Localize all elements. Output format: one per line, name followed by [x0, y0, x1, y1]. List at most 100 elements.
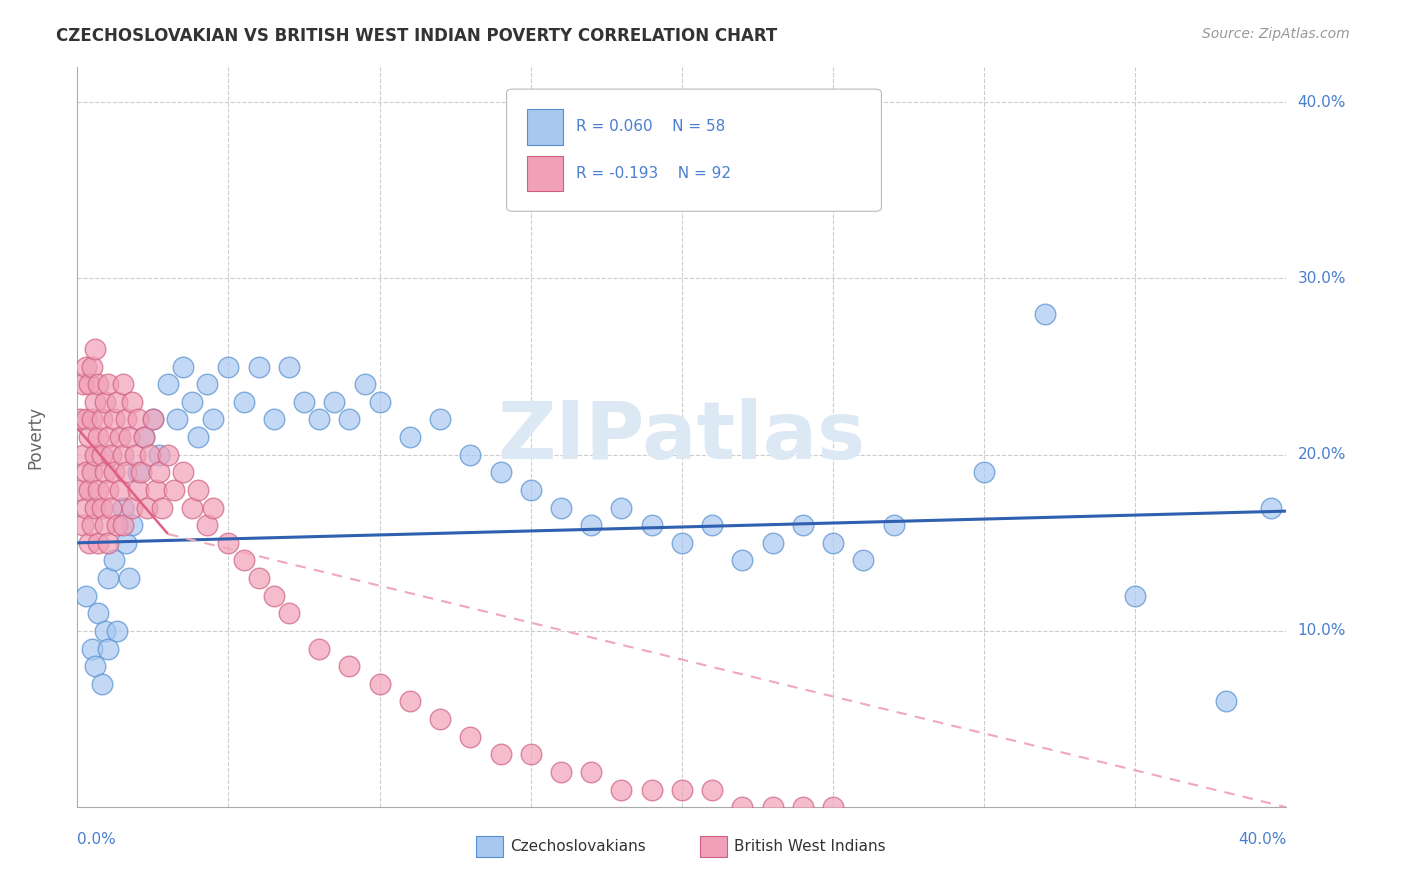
Point — [181, 500, 204, 515]
Point — [550, 500, 572, 515]
Point — [172, 466, 194, 480]
Point — [82, 412, 104, 426]
Point — [90, 500, 112, 515]
Point — [90, 412, 112, 426]
FancyBboxPatch shape — [527, 156, 564, 191]
Point — [103, 412, 125, 426]
Point — [93, 518, 115, 533]
Point — [96, 377, 118, 392]
Point — [129, 466, 152, 480]
Point — [195, 377, 218, 392]
Point — [641, 782, 664, 797]
Point — [100, 448, 122, 462]
Text: ZIPatlas: ZIPatlas — [498, 398, 866, 476]
Point — [821, 536, 844, 550]
Point — [103, 466, 125, 480]
Point — [702, 782, 724, 797]
Point — [127, 412, 149, 426]
Point — [96, 430, 118, 444]
Point — [337, 659, 360, 673]
Point — [84, 500, 107, 515]
Bar — [700, 836, 727, 857]
Point — [108, 483, 131, 497]
Point — [489, 466, 512, 480]
Point — [172, 359, 194, 374]
Point — [278, 359, 301, 374]
Point — [96, 641, 118, 656]
Point — [135, 500, 157, 515]
Text: Source: ZipAtlas.com: Source: ZipAtlas.com — [1202, 27, 1350, 41]
Point — [93, 466, 115, 480]
Point — [821, 800, 844, 814]
Point — [263, 412, 285, 426]
Point — [82, 359, 104, 374]
Point — [520, 483, 543, 497]
Point — [79, 536, 101, 550]
Point — [187, 483, 209, 497]
Point — [731, 553, 754, 567]
Point — [148, 466, 170, 480]
Point — [323, 394, 346, 409]
Point — [308, 412, 330, 426]
Point — [1033, 307, 1056, 321]
Point — [132, 430, 155, 444]
Point — [79, 483, 101, 497]
Point — [93, 394, 115, 409]
Point — [145, 483, 167, 497]
Point — [75, 500, 97, 515]
Text: CZECHOSLOVAKIAN VS BRITISH WEST INDIAN POVERTY CORRELATION CHART: CZECHOSLOVAKIAN VS BRITISH WEST INDIAN P… — [56, 27, 778, 45]
Point — [792, 800, 814, 814]
Point — [368, 394, 391, 409]
Point — [75, 589, 97, 603]
Point — [1260, 500, 1282, 515]
Point — [157, 377, 180, 392]
Point — [429, 412, 451, 426]
Point — [111, 377, 134, 392]
Point — [75, 466, 97, 480]
Point — [157, 448, 180, 462]
Point — [127, 483, 149, 497]
Point — [181, 394, 204, 409]
Point — [111, 500, 134, 515]
Point — [163, 483, 186, 497]
Text: Poverty: Poverty — [25, 406, 44, 468]
Text: Czechoslovakians: Czechoslovakians — [510, 839, 645, 854]
Point — [852, 553, 875, 567]
Point — [84, 659, 107, 673]
Point — [114, 536, 136, 550]
Point — [148, 448, 170, 462]
Point — [96, 571, 118, 585]
Point — [429, 712, 451, 726]
Point — [72, 448, 94, 462]
Point — [150, 500, 173, 515]
Point — [520, 747, 543, 762]
Point — [87, 607, 110, 621]
Point — [232, 553, 254, 567]
Point — [202, 412, 225, 426]
Point — [90, 448, 112, 462]
Text: 10.0%: 10.0% — [1298, 624, 1346, 639]
Point — [124, 448, 146, 462]
Point — [399, 694, 422, 708]
Point — [84, 342, 107, 356]
Text: 40.0%: 40.0% — [1239, 832, 1286, 847]
Point — [458, 730, 481, 744]
Point — [610, 500, 633, 515]
Point — [118, 571, 141, 585]
Point — [127, 466, 149, 480]
Point — [118, 430, 141, 444]
Point — [69, 483, 91, 497]
Text: 20.0%: 20.0% — [1298, 447, 1346, 462]
Point — [187, 430, 209, 444]
Point — [337, 412, 360, 426]
Point — [100, 500, 122, 515]
Text: R = -0.193    N = 92: R = -0.193 N = 92 — [575, 166, 731, 181]
Point — [195, 518, 218, 533]
Point — [84, 448, 107, 462]
Point — [108, 430, 131, 444]
Point — [69, 412, 91, 426]
Point — [166, 412, 188, 426]
Point — [82, 518, 104, 533]
Point — [142, 412, 165, 426]
Point — [731, 800, 754, 814]
